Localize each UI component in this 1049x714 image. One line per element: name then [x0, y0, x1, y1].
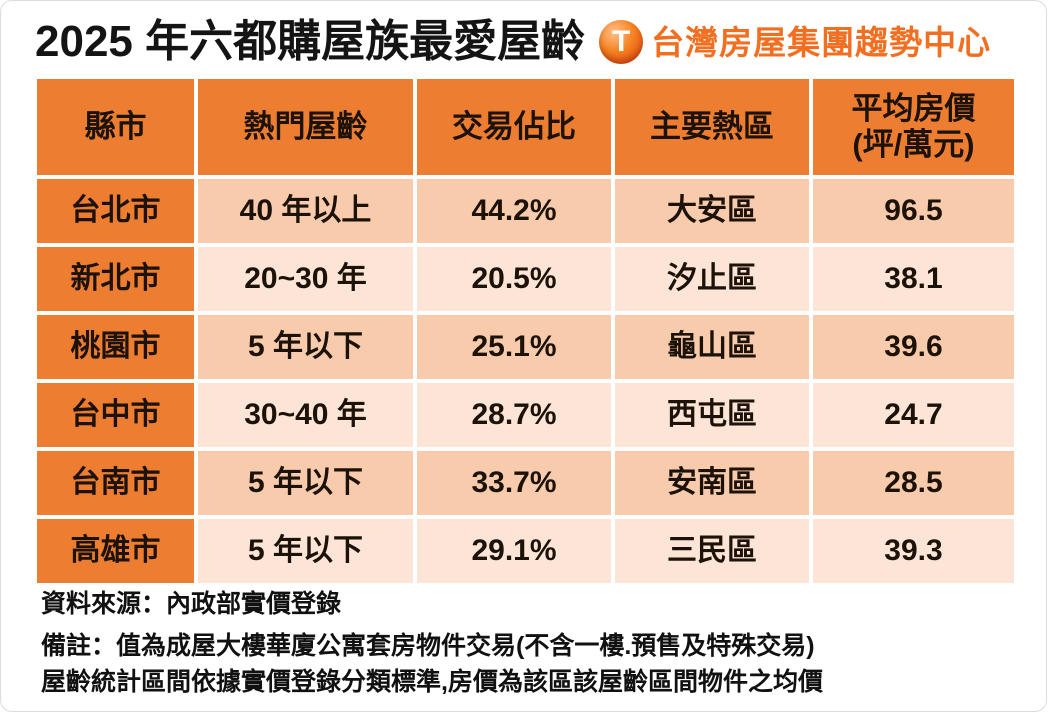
- column-header-share: 交易佔比: [417, 79, 611, 175]
- row-kaohsiung-district: 三民區: [615, 519, 809, 583]
- column-header-age-label: 熱門屋齡: [243, 109, 368, 145]
- column-header-share-label: 交易佔比: [452, 109, 576, 145]
- row-newtaipei-city: 新北市: [37, 247, 194, 311]
- column-header-price-label: 平均房價: [851, 91, 976, 127]
- remark-note-1: 備註：值為成屋大樓華廈公寓套房物件交易(不含一樓.預售及特殊交易): [41, 632, 815, 660]
- row-taoyuan-city: 桃園市: [37, 315, 194, 379]
- row-taichung-age: 30~40 年: [198, 383, 413, 447]
- logo-letter: T: [611, 25, 631, 58]
- header-row: 2025 年六都購屋族最愛屋齡 T 台灣房屋集團趨勢中心: [35, 11, 1026, 73]
- row-taipei-city: 台北市: [37, 179, 194, 243]
- row-kaohsiung-city: 高雄市: [37, 519, 194, 583]
- taiwan-housing-logo-icon: T: [599, 20, 644, 64]
- row-kaohsiung-age: 5 年以下: [198, 519, 413, 583]
- row-taichung-city: 台中市: [37, 383, 194, 447]
- row-newtaipei-district: 汐止區: [615, 247, 809, 311]
- row-newtaipei-age: 20~30 年: [198, 247, 413, 311]
- row-taoyuan-age: 5 年以下: [198, 315, 413, 379]
- row-kaohsiung-share: 29.1%: [417, 519, 611, 583]
- row-taipei-age: 40 年以上: [198, 179, 413, 243]
- row-taichung-district: 西屯區: [615, 383, 809, 447]
- row-tainan-district: 安南區: [615, 451, 809, 515]
- remark-note-2: 屋齡統計區間依據實價登錄分類標準,房價為該區該屋齡區間物件之均價: [41, 668, 823, 696]
- column-header-price-sublabel: (坪/萬元): [852, 127, 975, 162]
- brand-logo-text: 台灣房屋集團趨勢中心: [651, 23, 992, 61]
- data-source-note: 資料來源：內政部實價登錄: [41, 590, 342, 618]
- housing-age-table: 縣市 熱門屋齡 交易佔比 主要熱區 平均房價 (坪/萬元) 台北市 40 年以上…: [37, 79, 1014, 583]
- column-header-district-label: 主要熱區: [650, 109, 774, 145]
- brand-logo: T 台灣房屋集團趨勢中心: [599, 20, 991, 64]
- column-header-district: 主要熱區: [615, 79, 809, 175]
- column-header-city-label: 縣市: [84, 109, 147, 145]
- row-tainan-price: 28.5: [813, 451, 1014, 515]
- row-taipei-price: 96.5: [813, 179, 1014, 243]
- row-newtaipei-price: 38.1: [813, 247, 1014, 311]
- row-taichung-price: 24.7: [813, 383, 1014, 447]
- row-newtaipei-share: 20.5%: [417, 247, 611, 311]
- row-taoyuan-share: 25.1%: [417, 315, 611, 379]
- row-tainan-city: 台南市: [37, 451, 194, 515]
- row-taipei-district: 大安區: [615, 179, 809, 243]
- row-tainan-age: 5 年以下: [198, 451, 413, 515]
- row-taoyuan-price: 39.6: [813, 315, 1014, 379]
- row-kaohsiung-price: 39.3: [813, 519, 1014, 583]
- page-title: 2025 年六都購屋族最愛屋齡: [35, 17, 586, 66]
- column-header-age: 熱門屋齡: [198, 79, 413, 175]
- column-header-city: 縣市: [37, 79, 194, 175]
- row-taoyuan-district: 龜山區: [615, 315, 809, 379]
- column-header-price: 平均房價 (坪/萬元): [813, 79, 1014, 175]
- row-tainan-share: 33.7%: [417, 451, 611, 515]
- row-taipei-share: 44.2%: [417, 179, 611, 243]
- footnotes: 資料來源：內政部實價登錄 備註：值為成屋大樓華廈公寓套房物件交易(不含一樓.預售…: [41, 586, 823, 700]
- row-taichung-share: 28.7%: [417, 383, 611, 447]
